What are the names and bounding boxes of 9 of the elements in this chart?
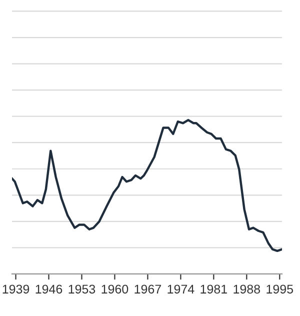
x-tick-label: 1967 <box>134 284 161 294</box>
x-tick-label: 1946 <box>36 284 62 294</box>
x-tick-label: 1939 <box>2 284 30 294</box>
x-tick-label: 1981 <box>200 284 227 294</box>
x-tick-label: 1995 <box>266 284 294 294</box>
x-tick-label: 1953 <box>68 284 96 294</box>
x-tick-label: 1974 <box>168 284 194 294</box>
x-tick-label: 1988 <box>234 284 260 294</box>
x-tick-label: 1960 <box>102 284 128 294</box>
